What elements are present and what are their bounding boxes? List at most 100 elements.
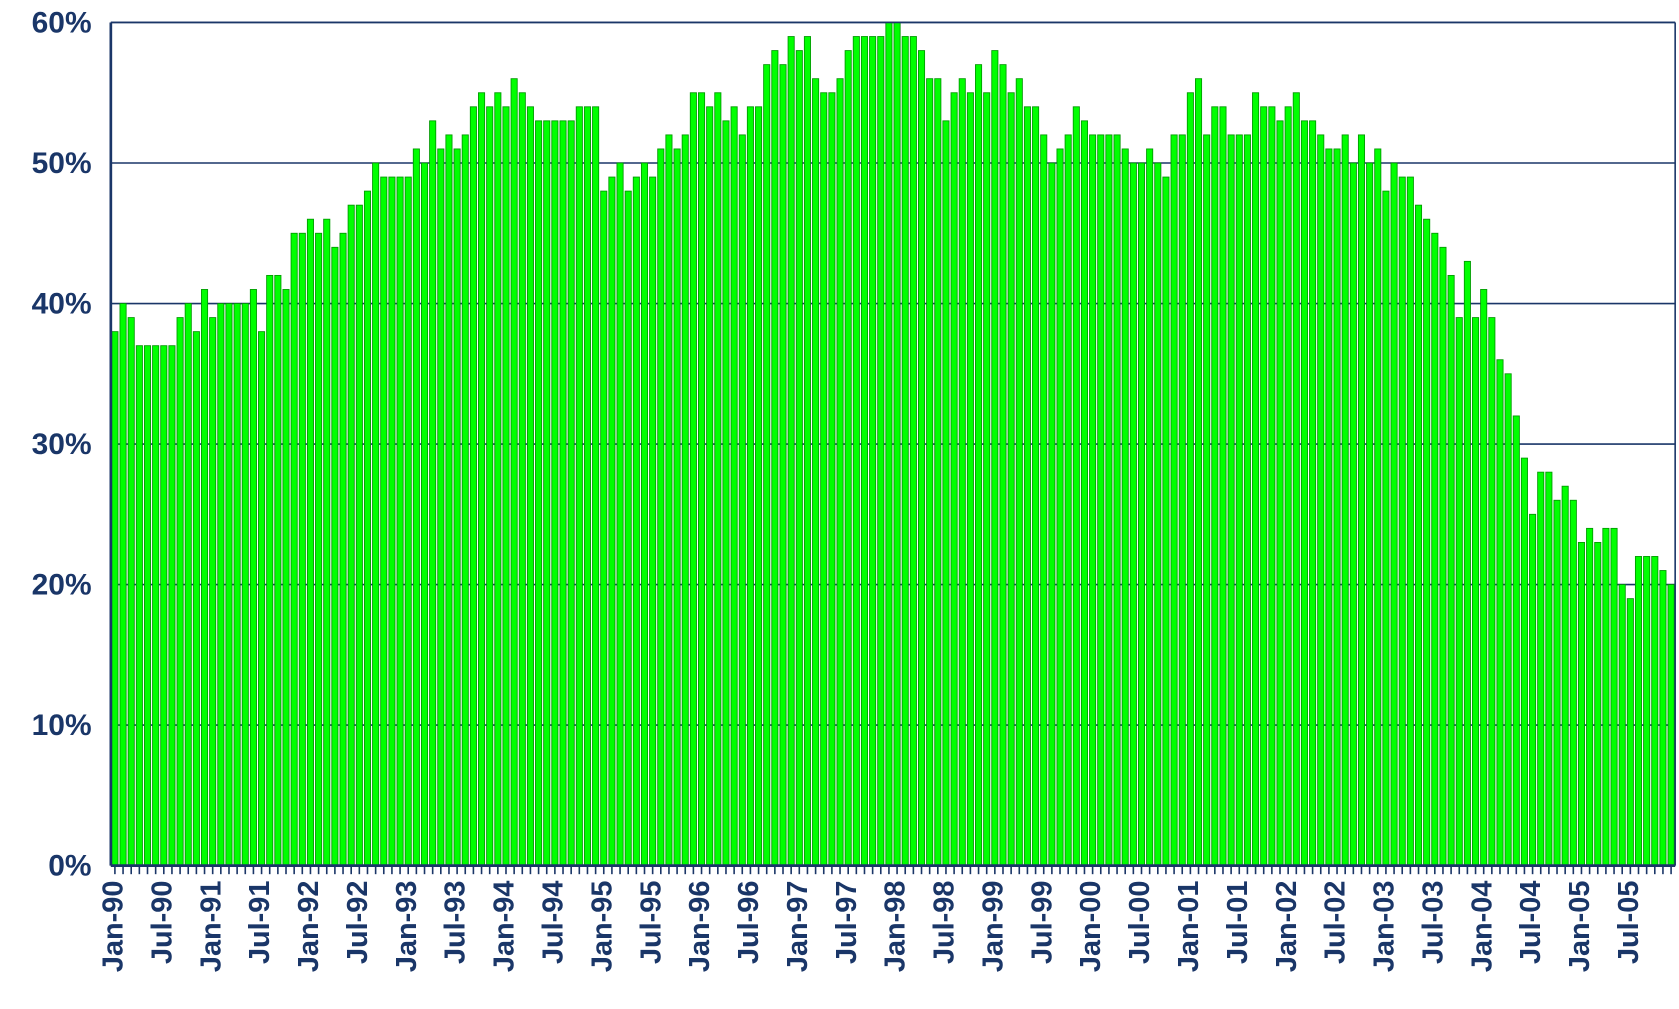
bar	[1504, 373, 1512, 867]
bar	[1203, 134, 1211, 867]
bar	[966, 92, 974, 867]
bar	[608, 176, 616, 867]
bar	[1643, 556, 1651, 867]
bar	[1634, 556, 1643, 867]
bar	[233, 303, 241, 867]
bar	[1496, 359, 1504, 867]
bar	[763, 64, 771, 867]
bar	[1064, 134, 1072, 867]
bar	[1667, 584, 1675, 867]
bar	[518, 92, 526, 867]
bar	[1325, 148, 1333, 867]
bar	[738, 134, 746, 867]
bar	[494, 92, 502, 867]
bar	[1015, 78, 1023, 867]
bar	[950, 92, 958, 867]
x-tick-label: Jul-01	[1222, 881, 1254, 964]
bar	[779, 64, 787, 867]
bar	[1023, 106, 1031, 867]
bar	[152, 345, 160, 867]
bar	[502, 106, 510, 867]
x-tick-label: Jan-94	[489, 881, 521, 973]
bar	[1007, 92, 1015, 867]
bar	[755, 106, 763, 867]
bar	[306, 218, 314, 867]
bar	[1195, 78, 1203, 867]
bar	[160, 345, 168, 867]
x-tick-label: Jul-93	[440, 881, 472, 964]
bar	[934, 78, 942, 867]
bar	[363, 190, 372, 867]
bar	[1105, 134, 1113, 867]
bar	[135, 345, 143, 867]
bar	[1186, 92, 1194, 867]
x-tick-label: Jan-95	[586, 881, 618, 973]
bar	[1537, 471, 1545, 867]
bar	[681, 134, 689, 867]
bar	[673, 148, 681, 867]
bar	[176, 317, 184, 867]
bar	[567, 120, 575, 867]
y-tick-label: 40%	[32, 288, 92, 321]
bar	[746, 106, 754, 867]
x-tick-label: Jan-01	[1173, 881, 1205, 973]
bar	[1040, 134, 1048, 867]
bar	[192, 331, 200, 867]
bar	[1309, 120, 1317, 867]
bar	[1211, 106, 1219, 867]
bar	[812, 78, 820, 867]
x-tick-label: Jan-04	[1466, 881, 1498, 973]
bar	[1349, 162, 1357, 867]
bar	[143, 345, 152, 867]
bar	[339, 232, 347, 867]
bar	[1089, 134, 1097, 867]
bar	[869, 36, 877, 867]
bar	[665, 134, 673, 867]
bar	[706, 106, 714, 867]
bar	[828, 92, 836, 867]
bar	[315, 232, 323, 867]
bar	[1121, 148, 1129, 867]
bar	[217, 303, 225, 867]
bar	[469, 106, 477, 867]
bar	[510, 78, 518, 867]
bar	[437, 148, 445, 867]
bar	[1406, 176, 1414, 867]
bar	[1317, 134, 1325, 867]
bar	[1520, 457, 1528, 867]
bar	[975, 64, 983, 867]
bar	[1659, 570, 1667, 867]
x-tick-label: Jan-98	[880, 881, 912, 973]
bar	[478, 92, 486, 867]
bar	[486, 106, 494, 867]
bar	[1382, 190, 1390, 867]
y-tick-label: 50%	[32, 147, 92, 180]
x-tick-label: Jan-93	[391, 881, 423, 973]
bar	[526, 106, 534, 867]
bar	[355, 204, 363, 867]
bar	[1569, 499, 1577, 867]
bar	[1333, 148, 1341, 867]
x-tick-label: Jan-99	[977, 881, 1009, 973]
x-tick-label: Jul-02	[1320, 881, 1352, 964]
bar	[266, 274, 274, 867]
bar	[168, 345, 176, 867]
bar	[372, 162, 380, 867]
bar	[559, 120, 567, 867]
bar	[111, 331, 119, 867]
bar	[461, 134, 469, 867]
bar	[1398, 176, 1406, 867]
bar	[1561, 485, 1569, 867]
bar	[551, 120, 559, 867]
x-tick-label: Jan-97	[782, 881, 814, 973]
bar	[1048, 162, 1056, 867]
bar	[282, 289, 290, 867]
x-tick-label: Jan-91	[195, 881, 227, 973]
bar	[1170, 134, 1178, 867]
bar	[632, 176, 640, 867]
bar	[201, 289, 209, 867]
bar	[1577, 541, 1585, 867]
bar	[771, 50, 779, 867]
x-tick-label: Jul-99	[1026, 881, 1058, 964]
bar	[388, 176, 396, 867]
